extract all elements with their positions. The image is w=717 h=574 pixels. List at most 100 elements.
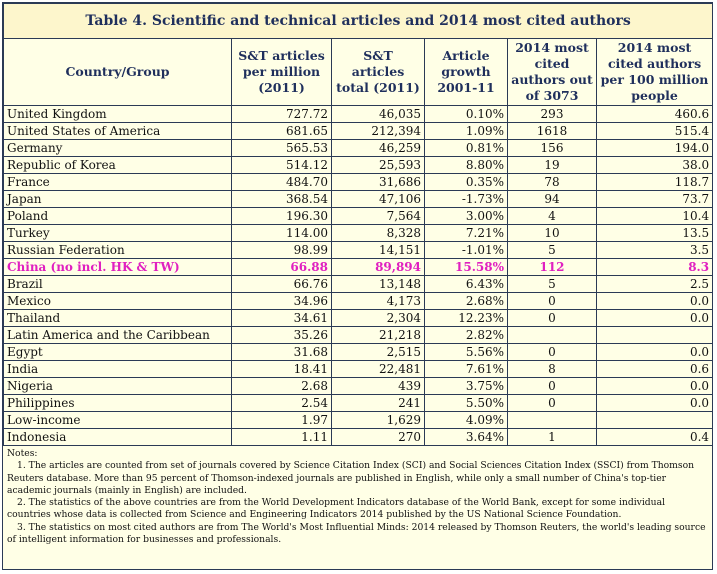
cell: 5.56% xyxy=(424,343,508,361)
cell: 0.81% xyxy=(424,139,508,157)
cell: 194.0 xyxy=(595,139,714,157)
cell: 89,894 xyxy=(331,258,425,276)
cell: 13.5 xyxy=(595,224,714,242)
cell: 15.58% xyxy=(424,258,508,276)
cell: -1.73% xyxy=(424,190,508,208)
row-label: Indonesia xyxy=(3,428,232,446)
row-label: Mexico xyxy=(3,292,232,310)
cell: 14,151 xyxy=(331,241,425,259)
cell: 21,218 xyxy=(331,326,425,344)
table-row: Thailand 34.61 2,304 12.23% 0 0.0 xyxy=(3,309,714,327)
cell: 515.4 xyxy=(595,122,714,140)
table-row: Russian Federation 98.99 14,151 -1.01% 5 3.5 xyxy=(3,241,714,259)
cell: 0.10% xyxy=(424,105,508,123)
cell: 7,564 xyxy=(331,207,425,225)
notes-label: Notes: xyxy=(7,448,38,459)
cell: 7.61% xyxy=(424,360,508,378)
cell: 5 xyxy=(507,275,597,293)
cell: 34.96 xyxy=(231,292,332,310)
row-label: France xyxy=(3,173,232,191)
cell: 4,173 xyxy=(331,292,425,310)
cell: 73.7 xyxy=(595,190,714,208)
cell: 35.26 xyxy=(231,326,332,344)
cell: 8 xyxy=(507,360,597,378)
table-row: United States of America 681.65 212,394 1.0… xyxy=(3,122,714,140)
cell: 2,515 xyxy=(331,343,425,361)
table-row: India 18.41 22,481 7.61% 8 0.6 xyxy=(3,360,714,378)
table-row: Brazil 66.76 13,148 6.43% 5 2.5 xyxy=(3,275,714,293)
cell: 3.5 xyxy=(595,241,714,259)
cell: 0 xyxy=(507,394,597,412)
header-row: Country/Group S&T articles per million (2… xyxy=(3,38,714,106)
cell: 47,106 xyxy=(331,190,425,208)
cell: 196.30 xyxy=(231,207,332,225)
cell: 565.53 xyxy=(231,139,332,157)
cell: 0.0 xyxy=(595,394,714,412)
table-row: China (no incl. HK & TW) 66.88 89,894 15.58… xyxy=(3,258,714,276)
cell: 727.72 xyxy=(231,105,332,123)
cell: 2.54 xyxy=(231,394,332,412)
cell: 13,148 xyxy=(331,275,425,293)
cell: 10.4 xyxy=(595,207,714,225)
cell: 112 xyxy=(507,258,597,276)
cell: 46,259 xyxy=(331,139,425,157)
cell: 98.99 xyxy=(231,241,332,259)
cell: 270 xyxy=(331,428,425,446)
row-label: Turkey xyxy=(3,224,232,242)
table-row: Republic of Korea 514.12 25,593 8.80% 19 38.0 xyxy=(3,156,714,174)
cell: 0.0 xyxy=(595,309,714,327)
note: 1. The articles are counted from set of … xyxy=(7,460,695,496)
column-header: Article growth 2001-11 xyxy=(424,38,508,106)
cell: 0.35% xyxy=(424,173,508,191)
cell: 0 xyxy=(507,309,597,327)
cell: 66.76 xyxy=(231,275,332,293)
cell: 19 xyxy=(507,156,597,174)
table-row: Philippines 2.54 241 5.50% 0 0.0 xyxy=(3,394,714,412)
cell: 1.97 xyxy=(231,411,332,429)
cell: 1.11 xyxy=(231,428,332,446)
cell: 2.5 xyxy=(595,275,714,293)
cell: 8.80% xyxy=(424,156,508,174)
column-header: 2014 most cited authors out of 3073 xyxy=(507,38,597,106)
table-body: Table 4. Scientific and technical articl… xyxy=(2,3,714,446)
cell: 460.6 xyxy=(595,105,714,123)
cell: 368.54 xyxy=(231,190,332,208)
table-row: France 484.70 31,686 0.35% 78 118.7 xyxy=(3,173,714,191)
row-label: United Kingdom xyxy=(3,105,232,123)
cell: 31.68 xyxy=(231,343,332,361)
cell: 0.6 xyxy=(595,360,714,378)
cell xyxy=(595,326,714,344)
cell: 8.3 xyxy=(595,258,714,276)
cell: 2.82% xyxy=(424,326,508,344)
row-label: Latin America and the Caribbean xyxy=(3,326,232,344)
notes: Notes: 1. The articles are counted from … xyxy=(3,446,712,548)
column-header: Country/Group xyxy=(3,38,232,106)
cell: 0 xyxy=(507,343,597,361)
column-header: 2014 most cited authors per 100 million … xyxy=(595,38,714,106)
cell: 2,304 xyxy=(331,309,425,327)
table-row: Germany 565.53 46,259 0.81% 156 194.0 xyxy=(3,139,714,157)
cell xyxy=(507,326,597,344)
row-label: Poland xyxy=(3,207,232,225)
row-label: Low-income xyxy=(3,411,232,429)
row-label: Philippines xyxy=(3,394,232,412)
row-label: Japan xyxy=(3,190,232,208)
row-label: Egypt xyxy=(3,343,232,361)
cell: 94 xyxy=(507,190,597,208)
cell: 2.68% xyxy=(424,292,508,310)
cell: 1.09% xyxy=(424,122,508,140)
row-label: Thailand xyxy=(3,309,232,327)
row-label: Nigeria xyxy=(3,377,232,395)
cell: 5 xyxy=(507,241,597,259)
table-title: Table 4. Scientific and technical articl… xyxy=(2,3,714,39)
cell: 4 xyxy=(507,207,597,225)
note: 2. The statistics of the above countries… xyxy=(7,497,666,521)
cell: 3.64% xyxy=(424,428,508,446)
cell xyxy=(507,411,597,429)
cell: 514.12 xyxy=(231,156,332,174)
cell: 1618 xyxy=(507,122,597,140)
cell: 484.70 xyxy=(231,173,332,191)
cell: 0.0 xyxy=(595,377,714,395)
cell: 0.0 xyxy=(595,292,714,310)
